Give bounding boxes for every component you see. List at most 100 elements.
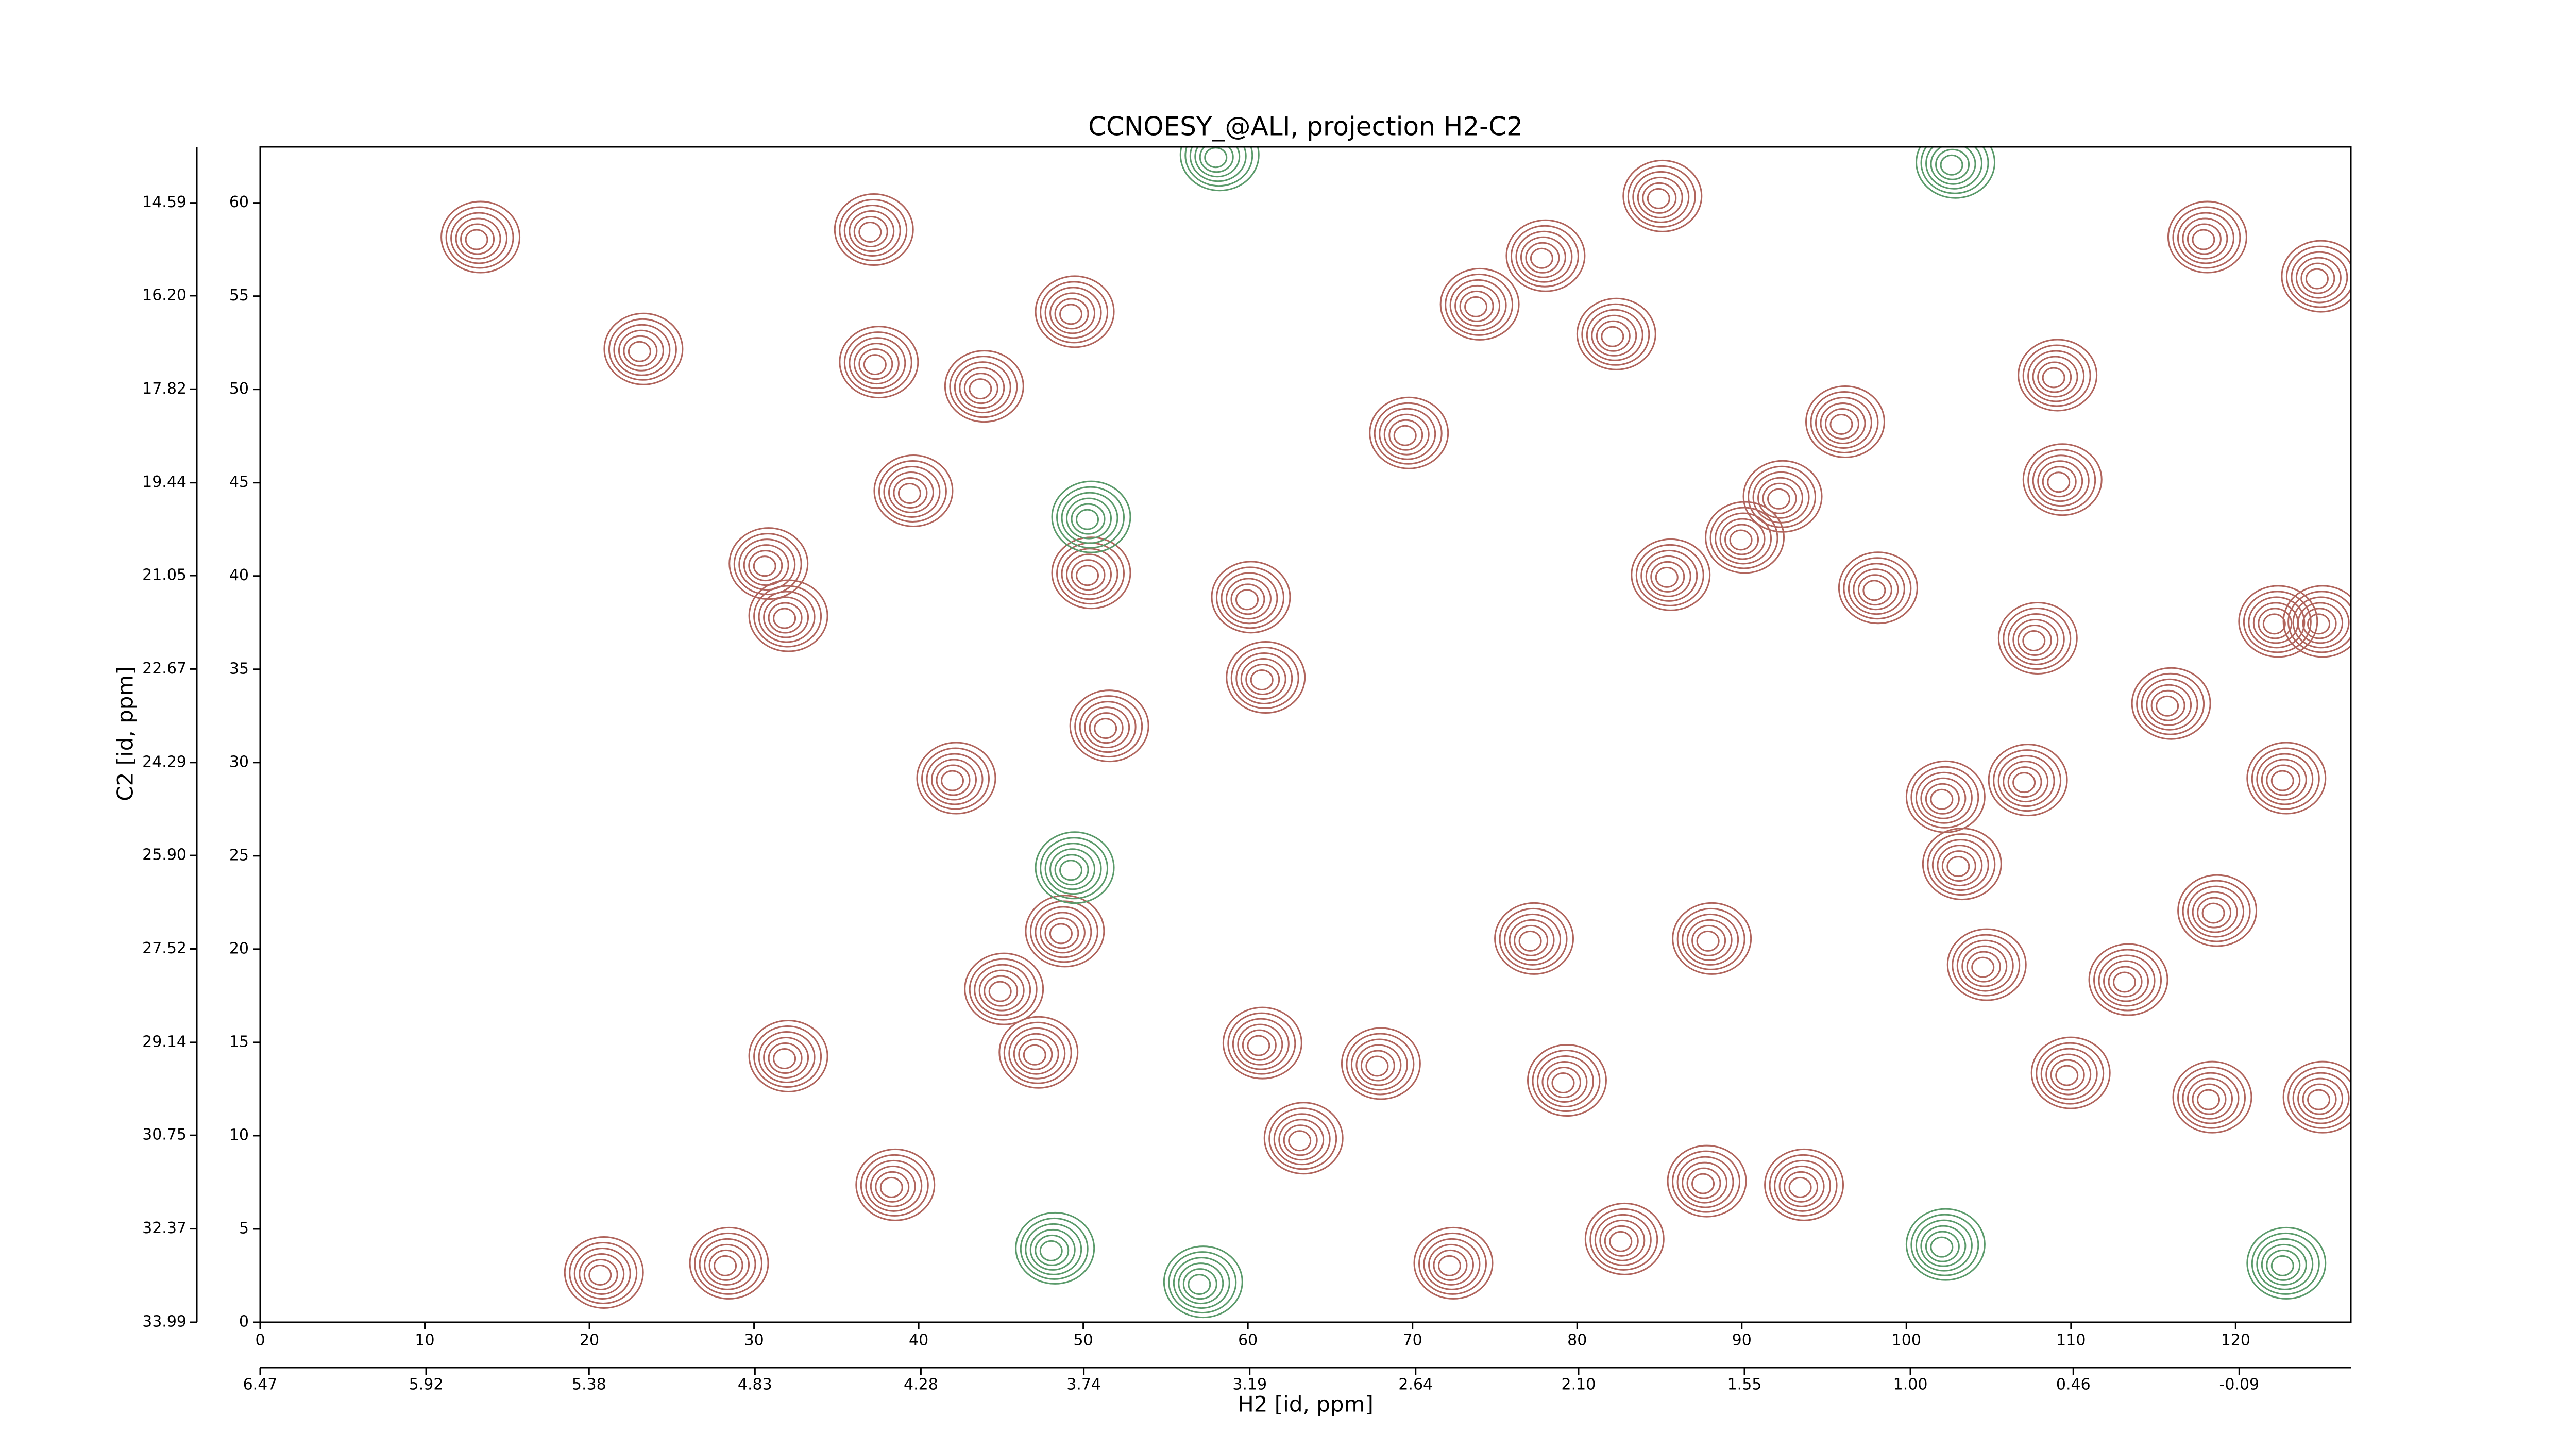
contour-ring (2307, 613, 2331, 635)
contour-ring (1997, 755, 2055, 807)
contour-ring (1920, 777, 1967, 819)
contour-ring (1076, 565, 1099, 586)
contour-ring (1925, 1231, 1960, 1262)
contour-ring (1163, 1245, 1243, 1319)
contour-ring (1686, 919, 1733, 961)
contour-ring (1946, 856, 1970, 878)
contour-ring (2050, 1059, 2085, 1091)
contour-ring (1596, 320, 1631, 352)
contour-ring (1925, 147, 1983, 190)
contour-ring (1015, 1211, 1095, 1285)
contour-ring (1632, 171, 1690, 223)
contour-ring (839, 199, 908, 262)
contour-ring (1188, 1274, 1211, 1295)
contour-ring (704, 1243, 750, 1286)
contour-ring (2037, 361, 2072, 393)
contour-ring (1640, 549, 1698, 602)
contour-ring (1504, 913, 1562, 966)
contour-ring (1189, 147, 1247, 182)
contour-ring (1930, 1236, 1954, 1258)
contour-ring (2192, 1083, 2227, 1115)
contour-ring (2246, 742, 2327, 815)
contour-ring (440, 200, 521, 274)
contour-ring (2292, 596, 2350, 649)
contour-ring (954, 361, 1011, 414)
contour-ring (1584, 1202, 1665, 1275)
contour-ring (1211, 561, 1291, 634)
x-tick-label: 20 (580, 1332, 599, 1350)
contour-ring (2262, 613, 2286, 635)
x-tick-label: 100 (1892, 1332, 1921, 1350)
contour-ring (1676, 907, 1745, 970)
contour-ring (959, 367, 1005, 409)
contour-ring (1724, 524, 1759, 555)
contour-ring (1374, 402, 1443, 465)
contour-ring (1029, 1228, 1076, 1271)
contour-ring (926, 753, 984, 805)
contour-ring (1225, 578, 1272, 620)
contour-ring (1927, 833, 1996, 896)
contour-ring (1240, 658, 1286, 700)
contour-ring (753, 555, 776, 577)
contour-ring (1774, 1159, 1832, 1212)
contour-ring (1061, 492, 1118, 544)
x-tick-label: 10 (415, 1332, 434, 1350)
contour-ring (878, 460, 947, 523)
contour-ring (2177, 212, 2234, 264)
contour-ring (2302, 1083, 2337, 1115)
contour-ring (1672, 902, 1752, 975)
contour-ring (2270, 770, 2294, 791)
contour-ring (1056, 486, 1125, 549)
contour-ring (1993, 749, 2062, 812)
contour-ring (2040, 1048, 2098, 1100)
contour-ring (1247, 1035, 1270, 1056)
contour-ring (1676, 1156, 1734, 1208)
contour-ring (883, 465, 941, 518)
y2-tick-label: 21.05 (142, 566, 187, 584)
contour-ring (2187, 223, 2222, 255)
contour-ring (1350, 1038, 1408, 1091)
contour-ring (1586, 309, 1643, 361)
contour-ring (708, 1249, 743, 1281)
contour-ring (2167, 200, 2247, 274)
contour-ring (879, 1176, 903, 1198)
contour-ring (1509, 919, 1555, 961)
contour-ring (1525, 242, 1560, 274)
contour-ring (689, 1226, 769, 1300)
x2-tick-label: 2.64 (1398, 1376, 1433, 1394)
contour-ring (2243, 591, 2312, 653)
contour-ring (860, 1154, 929, 1217)
contour-ring (1682, 913, 1739, 966)
contour-ring (1059, 860, 1083, 881)
contour-ring (865, 1159, 923, 1212)
contour-ring (1930, 147, 1976, 185)
contour-ring (588, 1264, 612, 1286)
contour-ring (2003, 607, 2072, 670)
y-tick-label: 10 (229, 1126, 249, 1144)
contour-ring (2248, 596, 2306, 649)
contour-ring (2036, 1042, 2105, 1105)
contour-ring (2022, 630, 2046, 651)
contour-ring (2307, 1089, 2331, 1110)
x2-tick-label: 4.83 (738, 1376, 772, 1394)
contour-ring (2187, 1077, 2233, 1120)
contour-ring (949, 356, 1018, 418)
contour-ring (1946, 928, 2027, 1001)
contour-ring (1369, 396, 1449, 469)
contour-ring (1194, 147, 1241, 178)
contour-ring (888, 471, 934, 513)
x2-tick-label: 1.55 (1727, 1376, 1762, 1394)
contour-ring (858, 348, 893, 380)
x-tick-label: 110 (2056, 1332, 2086, 1350)
x2-tick-label: 1.00 (1893, 1376, 1928, 1394)
contour-ring (733, 533, 802, 596)
contour-ring (1682, 1161, 1728, 1204)
x-axis-label: H2 [id, ppm] (1238, 1392, 1374, 1417)
contour-ring (2192, 229, 2215, 250)
contour-ring (2007, 613, 2065, 665)
contour-ring (1645, 555, 1691, 597)
contour-ring (773, 1048, 796, 1069)
contour-ring (1179, 147, 1260, 192)
contour-ring (1541, 1061, 1588, 1103)
contour-ring (1931, 839, 1989, 891)
